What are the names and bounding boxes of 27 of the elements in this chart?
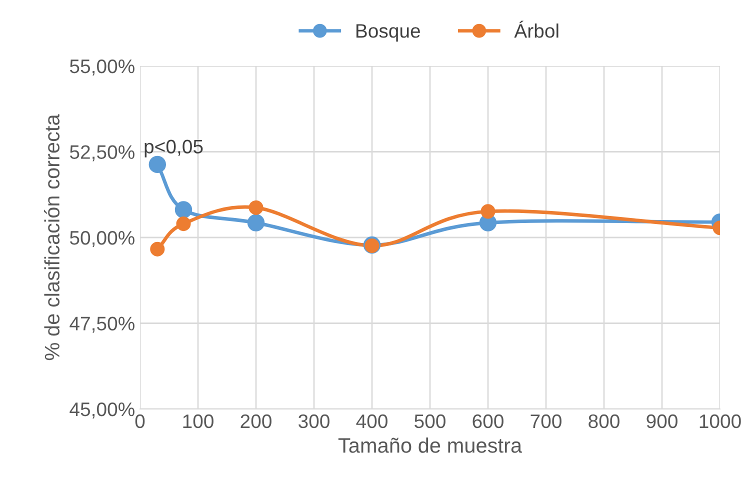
- point: [247, 214, 265, 232]
- x-tick-label: 1000: [700, 414, 741, 428]
- x-tick-label: 500: [414, 414, 446, 428]
- x-tick-label: 300: [298, 414, 330, 428]
- y-axis-title: % de clasificación correcta: [44, 114, 60, 360]
- y-tick-label: 55,00%: [70, 59, 134, 76]
- x-tick-label: 800: [588, 414, 620, 428]
- y-tick-label: 45,00%: [70, 402, 134, 419]
- x-tick-label: 400: [356, 414, 388, 428]
- y-tick-label: 47,50%: [70, 316, 134, 333]
- point: [174, 201, 192, 218]
- point: [150, 242, 165, 256]
- y-tick-label: 50,00%: [70, 230, 134, 248]
- x-tick-label: 600: [472, 414, 504, 428]
- point: [248, 200, 264, 215]
- x-tick-label: 900: [646, 414, 678, 428]
- point: [480, 204, 496, 219]
- x-tick-label: 0: [135, 414, 145, 428]
- x-tick-label: 100: [183, 414, 214, 428]
- y-tick-label: 52,50%: [70, 145, 134, 162]
- annotation: p<0,05: [144, 140, 203, 158]
- legend-label: Árbol: [514, 20, 558, 38]
- x-tick-label: 200: [240, 414, 272, 428]
- x-axis-title: Tamaño de muestra: [338, 438, 522, 453]
- point: [176, 216, 191, 232]
- x-tick-label: 700: [530, 414, 562, 428]
- legend-label: Bosque: [356, 24, 420, 42]
